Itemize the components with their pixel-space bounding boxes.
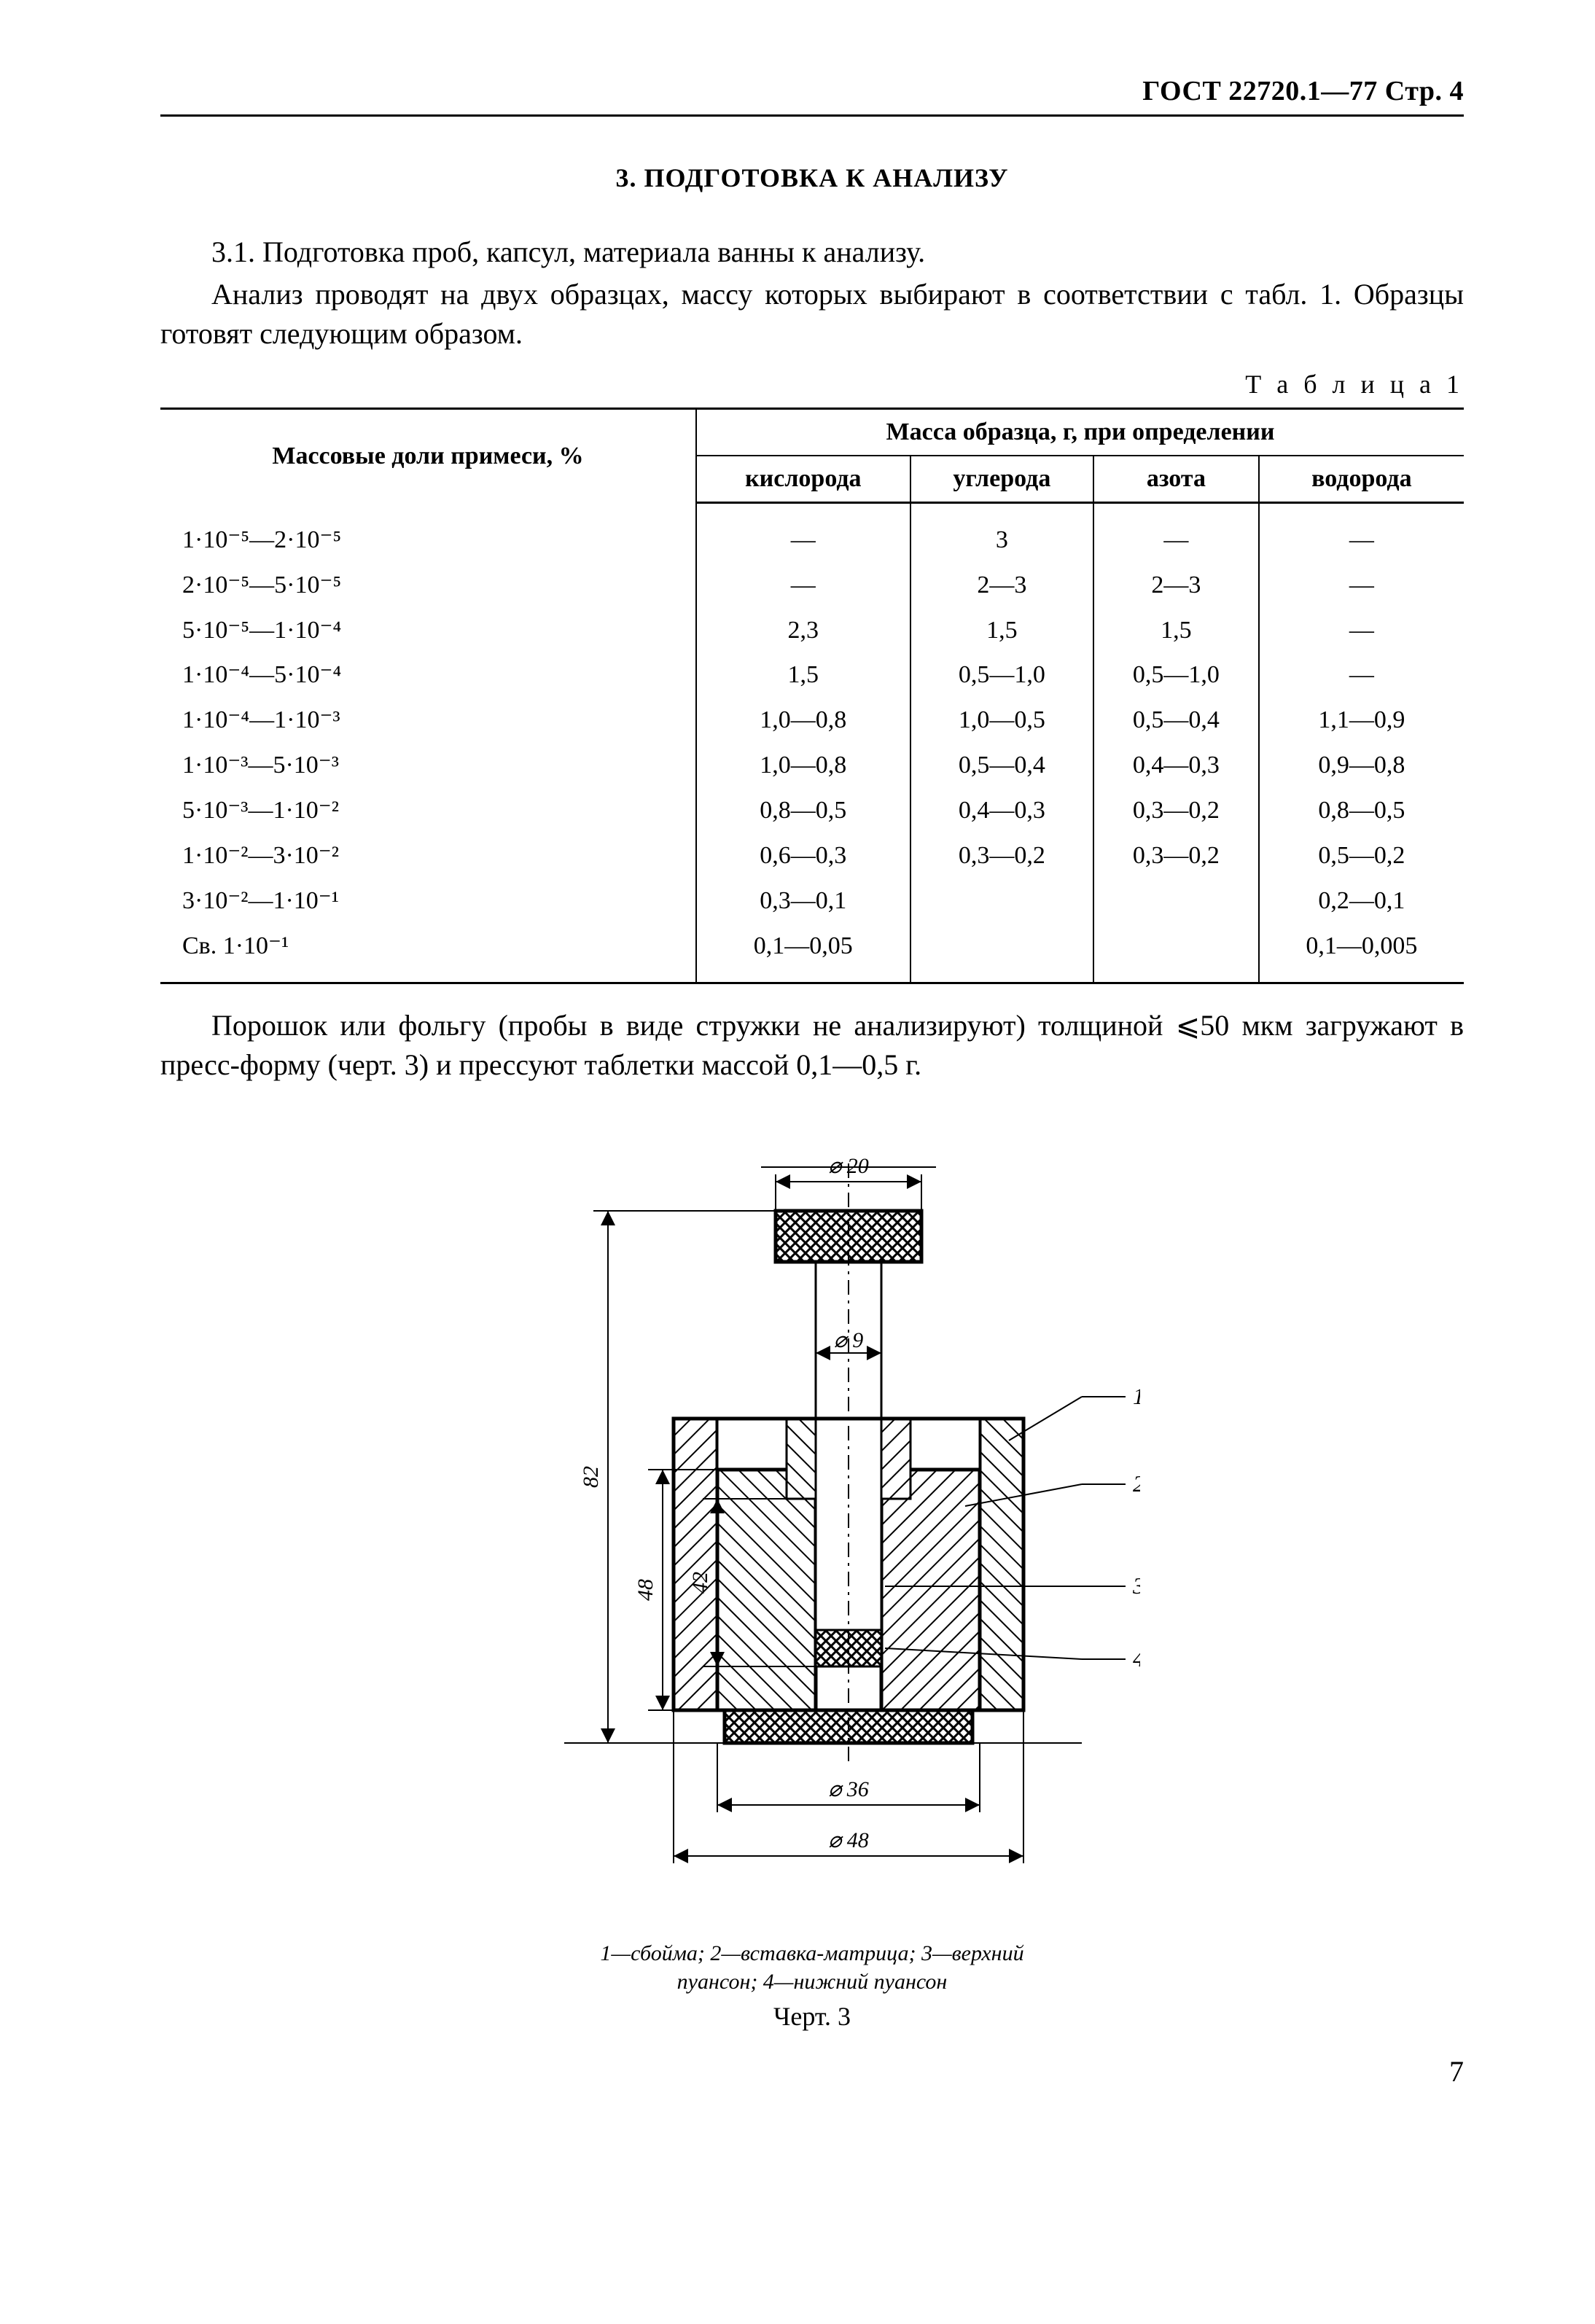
svg-text:⌀ 36: ⌀ 36	[828, 1777, 869, 1801]
press-mold-figure: ⌀ 20 ⌀ 9 ⌀ 36 ⌀ 48 82 48 42 1 2 3 4	[484, 1105, 1140, 1929]
cell	[1093, 878, 1259, 924]
cell: 1,0—0,8	[696, 698, 910, 743]
cell: 1,0—0,8	[696, 743, 910, 788]
cell: 2,3	[696, 608, 910, 653]
row-key: Св. 1·10⁻¹	[160, 924, 696, 969]
svg-text:82: 82	[579, 1466, 603, 1488]
cell: 0,2—0,1	[1259, 878, 1464, 924]
table-row: 1·10⁻⁴—5·10⁻⁴1,50,5—1,00,5—1,0—	[160, 652, 1464, 698]
cell: 0,5—1,0	[1093, 652, 1259, 698]
svg-text:48: 48	[633, 1579, 658, 1601]
table-caption: Т а б л и ц а 1	[160, 367, 1464, 402]
figure-number: Черт. 3	[160, 1999, 1464, 2035]
col-carbon: углерода	[910, 456, 1093, 502]
table-row: 3·10⁻²—1·10⁻¹0,3—0,1 0,2—0,1	[160, 878, 1464, 924]
cell: 0,3—0,2	[1093, 788, 1259, 833]
svg-text:⌀ 9: ⌀ 9	[834, 1328, 864, 1352]
cell: 2—3	[1093, 563, 1259, 608]
cell: 1,1—0,9	[1259, 698, 1464, 743]
cell: —	[1259, 563, 1464, 608]
table-row: 1·10⁻⁵—2·10⁻⁵—3——	[160, 518, 1464, 563]
svg-text:⌀ 48: ⌀ 48	[828, 1828, 869, 1852]
page-number: 7	[160, 2052, 1464, 2091]
caption-line-2: пуансон; 4—нижний пуансон	[677, 1970, 948, 1994]
cell	[1093, 924, 1259, 969]
cell: 0,5—0,2	[1259, 833, 1464, 878]
cell: 0,3—0,1	[696, 878, 910, 924]
svg-text:4: 4	[1133, 1645, 1140, 1672]
svg-text:1: 1	[1133, 1383, 1140, 1409]
svg-text:⌀ 20: ⌀ 20	[828, 1154, 869, 1178]
cell: 0,4—0,3	[1093, 743, 1259, 788]
cell: 3	[910, 518, 1093, 563]
cell: 0,5—0,4	[1093, 698, 1259, 743]
cell: 0,3—0,2	[910, 833, 1093, 878]
cell: 2—3	[910, 563, 1093, 608]
cell: 0,1—0,05	[696, 924, 910, 969]
row-key: 2·10⁻⁵—5·10⁻⁵	[160, 563, 696, 608]
page-header: ГОСТ 22720.1—77 Стр. 4	[160, 73, 1464, 117]
cell: 0,5—0,4	[910, 743, 1093, 788]
body-text: Порошок или фольгу (пробы в виде стружки…	[160, 1006, 1464, 1085]
cell: 1,0—0,5	[910, 698, 1093, 743]
cell: —	[1093, 518, 1259, 563]
table-row: 1·10⁻²—3·10⁻²0,6—0,30,3—0,20,3—0,20,5—0,…	[160, 833, 1464, 878]
cell: 1,5	[696, 652, 910, 698]
table-row: 2·10⁻⁵—5·10⁻⁵—2—32—3—	[160, 563, 1464, 608]
table-rowhead: Массовые доли примеси, %	[160, 409, 696, 503]
cell: 0,3—0,2	[1093, 833, 1259, 878]
col-hydrogen: водорода	[1259, 456, 1464, 502]
cell: 1,5	[910, 608, 1093, 653]
table-row: 1·10⁻⁴—1·10⁻³1,0—0,81,0—0,50,5—0,41,1—0,…	[160, 698, 1464, 743]
row-key: 1·10⁻⁴—1·10⁻³	[160, 698, 696, 743]
caption-line-1: 1—сбойма; 2—вставка-матрица; 3—верхний	[600, 1941, 1023, 1965]
section-title: 3. ПОДГОТОВКА К АНАЛИЗУ	[160, 160, 1464, 196]
cell: 1,5	[1093, 608, 1259, 653]
row-key: 5·10⁻³—1·10⁻²	[160, 788, 696, 833]
col-oxygen: кислорода	[696, 456, 910, 502]
row-key: 1·10⁻²—3·10⁻²	[160, 833, 696, 878]
row-key: 1·10⁻³—5·10⁻³	[160, 743, 696, 788]
cell	[910, 924, 1093, 969]
cell: —	[1259, 652, 1464, 698]
paragraph-analysis: Анализ проводят на двух образцах, массу …	[160, 275, 1464, 354]
cell: —	[696, 563, 910, 608]
row-key: 3·10⁻²—1·10⁻¹	[160, 878, 696, 924]
svg-text:3: 3	[1132, 1572, 1140, 1599]
row-key: 1·10⁻⁵—2·10⁻⁵	[160, 518, 696, 563]
cell: —	[1259, 518, 1464, 563]
cell: 0,8—0,5	[1259, 788, 1464, 833]
cell: 0,1—0,005	[1259, 924, 1464, 969]
cell: 0,4—0,3	[910, 788, 1093, 833]
cell	[910, 878, 1093, 924]
table-body: 1·10⁻⁵—2·10⁻⁵—3——2·10⁻⁵—5·10⁻⁵—2—32—3—5·…	[160, 503, 1464, 983]
cell: 0,8—0,5	[696, 788, 910, 833]
cell: 0,5—1,0	[910, 652, 1093, 698]
col-nitrogen: азота	[1093, 456, 1259, 502]
cell: 0,6—0,3	[696, 833, 910, 878]
cell: —	[696, 518, 910, 563]
paragraph-3-1: 3.1. Подготовка проб, капсул, материала …	[160, 233, 1464, 272]
row-key: 1·10⁻⁴—5·10⁻⁴	[160, 652, 696, 698]
table-row: Св. 1·10⁻¹0,1—0,05 0,1—0,005	[160, 924, 1464, 969]
cell: —	[1259, 608, 1464, 653]
row-key: 5·10⁻⁵—1·10⁻⁴	[160, 608, 696, 653]
table-row: 5·10⁻⁵—1·10⁻⁴2,31,51,5—	[160, 608, 1464, 653]
figure-caption: 1—сбойма; 2—вставка-матрица; 3—верхний п…	[160, 1939, 1464, 1996]
svg-text:42: 42	[688, 1572, 712, 1594]
table-row: 5·10⁻³—1·10⁻²0,8—0,50,4—0,30,3—0,20,8—0,…	[160, 788, 1464, 833]
mass-table: Массовые доли примеси, % Масса образца, …	[160, 408, 1464, 984]
svg-text:2: 2	[1133, 1470, 1140, 1497]
table-row: 1·10⁻³—5·10⁻³1,0—0,80,5—0,40,4—0,30,9—0,…	[160, 743, 1464, 788]
table-spanner: Масса образца, г, при определении	[696, 409, 1464, 456]
cell: 0,9—0,8	[1259, 743, 1464, 788]
